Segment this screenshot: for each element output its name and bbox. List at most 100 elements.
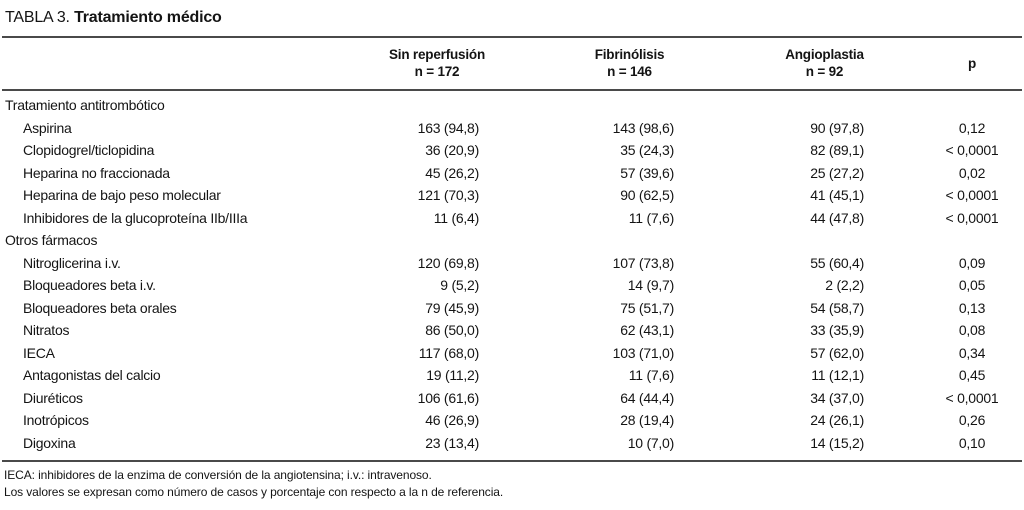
col-header-n: n = 92	[805, 64, 844, 79]
row-label: Heparina no fraccionada	[23, 164, 170, 181]
value-cell: 163 (94,8)	[417, 119, 480, 136]
table-row: Digoxina 23 (13,4) 10 (7,0) 14 (15,2) 0,10	[2, 432, 1022, 462]
table-number-label: TABLA 3.	[5, 9, 70, 26]
section-label: Otros fármacos	[5, 232, 98, 248]
row-label: Inhibidores de la glucoproteína IIb/IIIa	[23, 209, 248, 226]
p-value-cell	[922, 229, 1022, 252]
col-header-fibrinolisis: Fibrinólisis n = 146	[532, 37, 727, 91]
row-label: Bloqueadores beta orales	[23, 299, 177, 316]
value-cell: 46 (26,9)	[425, 412, 479, 428]
p-value-cell: < 0,0001	[945, 389, 999, 406]
row-label: Aspirina	[23, 119, 72, 136]
table-header: Sin reperfusión n = 172 Fibrinólisis n =…	[2, 37, 1022, 91]
value-cell: 11 (7,6)	[628, 209, 674, 226]
value-cell: 103 (71,0)	[612, 344, 675, 361]
value-cell: 143 (98,6)	[612, 119, 675, 136]
value-cell: 10 (7,0)	[627, 434, 675, 451]
table-row: Bloqueadores beta orales 79 (45,9) 75 (51,…	[2, 297, 1022, 320]
table-row: Diuréticos 106 (61,6) 64 (44,4) 34 (37,0) < …	[2, 387, 1022, 410]
col-header-p-value: p	[922, 37, 1022, 91]
table-row: Heparina de bajo peso molecular 121 (70,3…	[2, 184, 1022, 207]
p-value-cell	[922, 90, 1022, 117]
table-row: Aspirina 163 (94,8) 143 (98,6) 90 (97,8) 0,1…	[2, 117, 1022, 140]
value-cell: 9 (5,2)	[440, 277, 479, 293]
row-label: Clopidogrel/ticlopidina	[23, 142, 155, 158]
footnote-values-note: Los valores se expresan como número de c…	[4, 485, 504, 499]
value-cell: 41 (45,1)	[810, 187, 864, 203]
section-row: Tratamiento antitrombótico	[2, 90, 1022, 117]
table-row: Nitratos 86 (50,0) 62 (43,1) 33 (35,9) 0,08	[2, 319, 1022, 342]
value-cell	[342, 90, 532, 117]
value-cell: 75 (51,7)	[620, 299, 674, 316]
value-cell: 35 (24,3)	[620, 142, 674, 158]
header-row: Sin reperfusión n = 172 Fibrinólisis n =…	[2, 37, 1022, 91]
row-label: Inotrópicos	[23, 412, 89, 428]
section-row: Otros fármacos	[2, 229, 1022, 252]
p-value-cell: 0,34	[958, 344, 986, 361]
table-row: Bloqueadores beta i.v. 9 (5,2) 14 (9,7) 2 (…	[2, 274, 1022, 297]
header-spacer	[2, 37, 342, 91]
col-header-label: Angioplastia	[785, 47, 864, 62]
row-label: Bloqueadores beta i.v.	[23, 277, 156, 293]
value-cell: 79 (45,9)	[425, 299, 479, 316]
p-value-cell: 0,02	[958, 164, 986, 181]
p-value-cell: 0,45	[958, 367, 986, 383]
value-cell: 62 (43,1)	[620, 322, 674, 338]
value-cell: 55 (60,4)	[810, 254, 864, 271]
value-cell	[342, 229, 532, 252]
p-value-cell: < 0,0001	[945, 142, 999, 158]
col-header-sin-reperfusion: Sin reperfusión n = 172	[342, 37, 532, 91]
p-value-cell: 0,13	[958, 299, 986, 316]
value-cell: 33 (35,9)	[810, 322, 864, 338]
p-value-cell: < 0,0001	[945, 209, 999, 226]
table-row: Heparina no fraccionada 45 (26,2) 57 (39,6…	[2, 162, 1022, 185]
value-cell: 90 (62,5)	[620, 187, 674, 203]
table-row: Inhibidores de la glucoproteína IIb/IIIa…	[2, 207, 1022, 230]
section-label: Tratamiento antitrombótico	[5, 97, 165, 113]
value-cell: 107 (73,8)	[612, 254, 675, 271]
medical-treatment-table: Sin reperfusión n = 172 Fibrinólisis n =…	[2, 36, 1022, 462]
footnote-abbreviations: IECA: inhibidores de la enzima de conver…	[4, 468, 432, 482]
value-cell: 11 (7,6)	[628, 367, 674, 383]
p-value-cell: 0,10	[958, 434, 986, 451]
value-cell: 19 (11,2)	[426, 367, 479, 383]
value-cell: 14 (15,2)	[810, 434, 864, 451]
p-value-cell: 0,26	[958, 412, 986, 428]
p-value-cell: 0,05	[958, 277, 986, 293]
row-label: Antagonistas del calcio	[23, 367, 161, 383]
col-header-angioplastia: Angioplastia n = 92	[727, 37, 922, 91]
value-cell	[727, 90, 922, 117]
row-label: IECA	[23, 344, 55, 361]
col-header-n: n = 172	[414, 64, 460, 79]
value-cell: 34 (37,0)	[810, 389, 864, 406]
col-header-label: p	[967, 55, 977, 71]
p-value-cell: 0,08	[958, 322, 986, 338]
p-value-cell: 0,12	[958, 119, 986, 136]
value-cell: 28 (19,4)	[620, 412, 674, 428]
row-label: Digoxina	[23, 434, 76, 451]
value-cell: 117 (68,0)	[418, 344, 480, 361]
value-cell	[727, 229, 922, 252]
col-header-n: n = 146	[607, 64, 652, 79]
value-cell: 44 (47,8)	[810, 209, 864, 226]
table-row: Inotrópicos 46 (26,9) 28 (19,4) 24 (26,1) 0,…	[2, 409, 1022, 432]
value-cell: 90 (97,8)	[810, 119, 864, 136]
footnotes: IECA: inhibidores de la enzima de conver…	[4, 467, 1024, 501]
value-cell: 36 (20,9)	[425, 142, 479, 158]
row-label: Heparina de bajo peso molecular	[23, 187, 221, 203]
value-cell: 11 (6,4)	[433, 209, 479, 226]
row-label: Nitroglicerina i.v.	[23, 254, 121, 271]
value-cell: 24 (26,1)	[810, 412, 864, 428]
value-cell: 54 (58,7)	[810, 299, 864, 316]
value-cell: 45 (26,2)	[425, 164, 479, 181]
row-label: Nitratos	[23, 322, 70, 338]
value-cell: 120 (69,8)	[417, 254, 480, 271]
col-header-label: Sin reperfusión	[388, 47, 485, 62]
p-value-cell: 0,09	[958, 254, 986, 271]
value-cell: 14 (9,7)	[627, 277, 675, 293]
table-row: Antagonistas del calcio 19 (11,2) 11 (7,6)…	[2, 364, 1022, 387]
value-cell: 121 (70,3)	[417, 187, 480, 203]
table-title: TABLA 3. Tratamiento médico	[5, 8, 1024, 28]
value-cell: 2 (2,2)	[825, 277, 864, 293]
